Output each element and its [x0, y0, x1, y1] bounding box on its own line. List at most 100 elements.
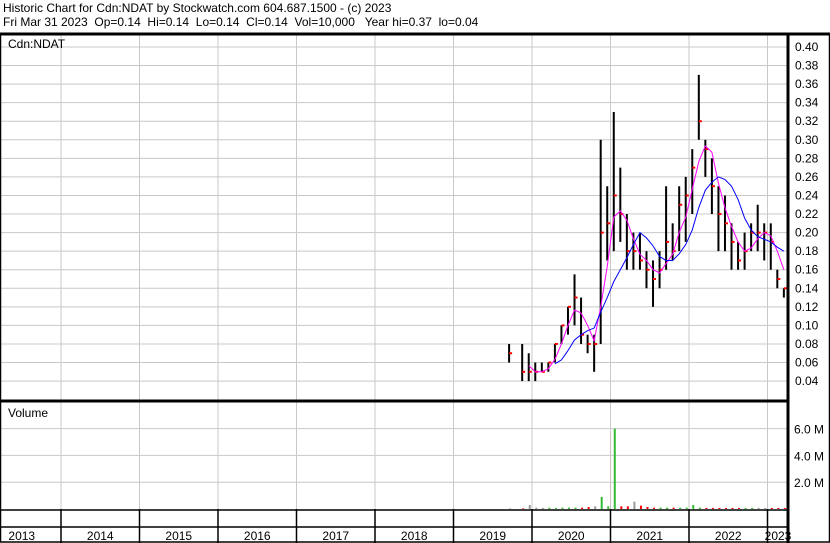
price-tick-label: 0.08	[795, 337, 819, 351]
close-marker	[770, 240, 774, 243]
close-marker	[783, 287, 787, 290]
price-tick-label: 0.28	[795, 151, 819, 165]
volume-bar	[744, 507, 747, 509]
close-marker	[738, 259, 742, 262]
volume-bar	[653, 507, 656, 509]
volume-bar	[607, 506, 610, 509]
close-marker	[711, 185, 715, 188]
volume-bar	[692, 504, 695, 509]
volume-bar	[522, 508, 525, 509]
volume-tick-label: 4.0 M	[794, 449, 824, 463]
volume-bar	[509, 508, 512, 509]
close-marker	[587, 342, 591, 345]
year-tick-label: 2023	[765, 529, 792, 543]
volume-bar	[718, 507, 721, 509]
close-marker	[718, 213, 722, 216]
volume-bar	[757, 507, 760, 509]
price-tick-label: 0.32	[795, 114, 819, 128]
close-marker	[620, 213, 624, 216]
volume-bar	[666, 507, 669, 509]
price-tick-label: 0.04	[795, 374, 819, 388]
price-tick-label: 0.06	[795, 356, 819, 370]
close-marker	[633, 250, 637, 253]
volume-bar	[711, 507, 714, 509]
volume-bar	[554, 507, 557, 509]
close-marker	[777, 278, 781, 280]
volume-label: Volume	[8, 406, 48, 420]
volume-bar	[633, 501, 636, 509]
moving-average-long	[554, 176, 785, 365]
close-marker	[705, 148, 709, 151]
volume-bar	[548, 507, 551, 509]
year-tick-label: 2013	[8, 529, 35, 543]
close-marker	[574, 296, 578, 299]
close-marker	[567, 305, 571, 308]
volume-bar	[698, 507, 701, 509]
price-tick-label: 0.36	[795, 77, 819, 91]
volume-bar	[659, 507, 662, 509]
volume-bar	[581, 507, 584, 509]
volume-bar	[731, 507, 734, 509]
close-marker	[757, 231, 761, 234]
close-marker	[672, 250, 676, 253]
volume-bar	[724, 507, 727, 509]
close-marker	[653, 278, 657, 280]
year-tick-label: 2017	[322, 529, 349, 543]
close-marker	[541, 370, 545, 373]
year-tick-label: 2014	[87, 529, 114, 543]
volume-bar	[639, 505, 642, 509]
volume-bar	[587, 506, 590, 509]
close-marker	[594, 342, 598, 345]
volume-bar	[600, 496, 603, 509]
price-tick-label: 0.16	[795, 263, 819, 277]
close-marker	[522, 370, 526, 373]
moving-average-short	[528, 145, 785, 373]
year-tick-label: 2016	[244, 529, 271, 543]
year-tick-label: 2021	[636, 529, 663, 543]
close-marker	[685, 194, 689, 197]
volume-bar	[594, 506, 597, 509]
price-tick-label: 0.22	[795, 207, 819, 221]
volume-bar	[567, 507, 570, 509]
volume-bar	[561, 507, 564, 509]
close-marker	[554, 342, 558, 345]
volume-tick-label: 6.0 M	[794, 423, 824, 437]
volume-bar	[777, 507, 780, 509]
volume-bar	[613, 428, 616, 509]
volume-bar	[672, 507, 675, 509]
year-tick-label: 2019	[479, 529, 506, 543]
close-marker	[548, 361, 552, 364]
year-tick-label: 2020	[558, 529, 585, 543]
close-marker	[659, 268, 663, 271]
volume-bar	[541, 507, 544, 509]
price-tick-label: 0.18	[795, 244, 819, 258]
volume-bar	[738, 507, 741, 509]
volume-bar	[574, 507, 577, 509]
close-marker	[607, 222, 611, 225]
close-marker	[561, 324, 565, 327]
close-marker	[666, 240, 670, 243]
close-marker	[646, 268, 650, 271]
price-tick-label: 0.38	[795, 59, 819, 73]
volume-bar	[528, 504, 531, 509]
close-marker	[528, 370, 532, 373]
price-tick-label: 0.10	[795, 318, 819, 332]
volume-bar	[770, 507, 773, 509]
volume-tick-label: 2.0 M	[794, 476, 824, 490]
volume-bar	[646, 506, 649, 509]
price-tick-label: 0.34	[795, 96, 819, 110]
quote-summary: Fri Mar 31 2023 Op=0.14 Hi=0.14 Lo=0.14 …	[3, 15, 479, 29]
volume-bar	[783, 507, 786, 509]
volume-bar	[535, 507, 538, 509]
close-marker	[744, 250, 748, 253]
volume-bar	[685, 507, 688, 509]
close-marker	[626, 250, 630, 253]
price-tick-label: 0.40	[795, 40, 819, 54]
volume-bar	[751, 507, 754, 509]
year-tick-label: 2015	[165, 529, 192, 543]
close-marker	[600, 231, 604, 234]
close-marker	[724, 222, 728, 225]
volume-bar	[764, 507, 767, 509]
volume-bar	[679, 507, 682, 509]
close-marker	[581, 333, 585, 336]
